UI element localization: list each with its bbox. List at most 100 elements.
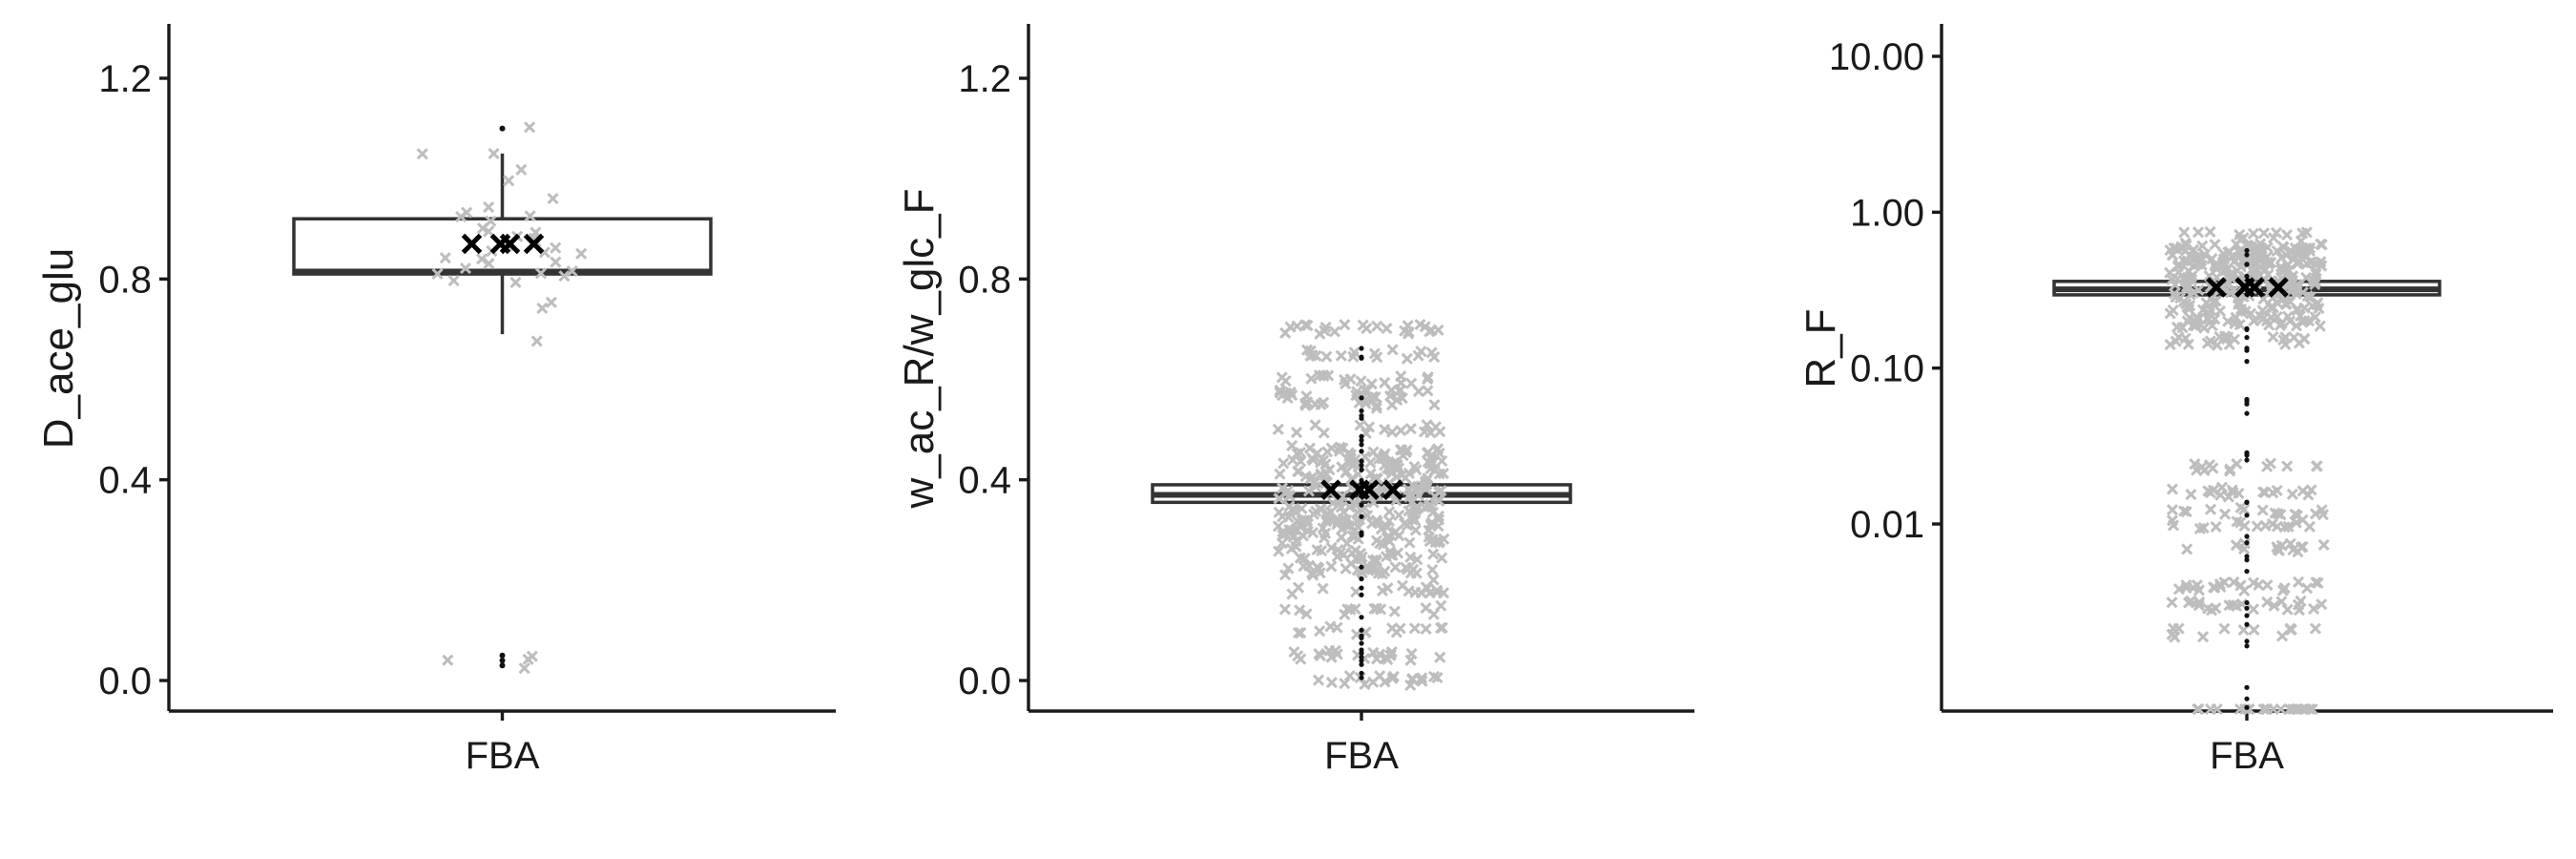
jitter-point <box>1338 506 1350 518</box>
jitter-point <box>1300 608 1313 620</box>
jitter-point <box>1314 625 1326 638</box>
jitter-point <box>2296 227 2309 240</box>
jitter-point <box>1383 506 1396 518</box>
jitter-point <box>1296 502 1308 515</box>
jitter-point <box>2293 576 2305 588</box>
jitter-point <box>416 148 428 160</box>
jitter-point <box>2185 489 2197 501</box>
jitter-point <box>475 253 488 265</box>
jitter-point <box>1357 319 1369 331</box>
jitter-point <box>547 193 559 205</box>
jitter-point <box>1387 670 1400 682</box>
mean-marker <box>461 233 483 255</box>
jitter-point <box>1306 471 1319 483</box>
jitter-point <box>1298 513 1311 527</box>
y-axis-title: R_F <box>1797 308 1844 388</box>
jitter-point <box>1403 491 1416 503</box>
x-tick-label: FBA <box>466 735 540 777</box>
jitter-point <box>2218 576 2231 589</box>
outlier-point <box>499 125 506 132</box>
outlier-point <box>1359 661 1364 667</box>
y-tick-label: 10.00 <box>1829 36 1924 78</box>
y-tick-label: 1.2 <box>958 58 1011 100</box>
jitter-point <box>1325 677 1338 689</box>
jitter-point <box>2269 507 2281 519</box>
jitter-point <box>1375 483 1388 495</box>
outlier-point <box>2244 457 2250 463</box>
jitter-point <box>530 335 543 347</box>
outlier-point <box>1359 633 1364 639</box>
jitter-point <box>1419 501 1431 513</box>
jitter-point <box>2212 261 2225 273</box>
jitter-point <box>2261 578 2274 592</box>
mean-marker <box>2244 277 2265 298</box>
jitter-point <box>2296 316 2309 328</box>
jitter-point <box>2185 595 2197 607</box>
jitter-point <box>1370 514 1382 527</box>
jitter-point <box>1339 319 1351 331</box>
jitter-points <box>2164 225 2330 716</box>
jitter-point <box>1279 375 1292 388</box>
outlier-point <box>2244 684 2250 690</box>
jitter-point <box>2201 312 2214 325</box>
y-tick-label: 0.10 <box>1850 348 1924 390</box>
jitter-point <box>2303 244 2316 257</box>
jitter-point <box>2290 288 2302 301</box>
jitter-point <box>1427 574 1440 586</box>
jitter-point <box>2238 584 2251 597</box>
jitter-point <box>558 270 571 283</box>
jitter-point <box>1395 424 1407 437</box>
jitter-point <box>2211 702 2223 716</box>
jitter-point <box>483 200 495 214</box>
outlier-point <box>2244 696 2250 702</box>
jitter-point <box>2231 515 2243 528</box>
jitter-point <box>2166 504 2178 516</box>
jitter-point <box>2177 295 2191 307</box>
jitter-point <box>2286 488 2298 500</box>
x-tick-label: FBA <box>2210 735 2284 777</box>
jitter-point <box>1277 526 1289 538</box>
jitter-point <box>2166 483 2179 495</box>
y-tick-label: 0.4 <box>958 460 1011 502</box>
jitter-point <box>1416 672 1428 684</box>
jitter-point <box>1386 344 1399 356</box>
outlier-point <box>1359 576 1364 582</box>
jitter-point <box>1432 520 1444 533</box>
jitter-point <box>1341 603 1354 616</box>
outlier-point <box>499 657 506 663</box>
jitter-point <box>1420 622 1432 636</box>
jitter-point <box>1317 522 1329 534</box>
jitter-point <box>2306 702 2318 716</box>
jitter-point <box>1407 512 1420 524</box>
outlier-point <box>1359 346 1364 351</box>
jitter-point <box>1424 452 1437 465</box>
jitter-point <box>1425 346 1438 359</box>
jitter-point <box>1347 350 1360 363</box>
jitter-point <box>1393 509 1405 521</box>
jitter-point <box>1278 603 1291 616</box>
y-tick-label: 0.4 <box>98 460 152 502</box>
outlier-point <box>1359 615 1364 620</box>
jitter-point <box>2237 232 2250 244</box>
jitter-point <box>2222 315 2234 327</box>
jitter-point <box>2189 458 2201 471</box>
jitter-point <box>1307 453 1319 466</box>
outlier-point <box>2244 605 2250 611</box>
jitter-point <box>1380 519 1392 532</box>
jitter-point <box>2180 506 2192 518</box>
jitter-point <box>1379 376 1391 388</box>
y-axis-title: D_ace_glu <box>35 248 82 449</box>
jitter-point <box>2267 702 2279 716</box>
jitter-point <box>2211 339 2223 351</box>
jitter-point <box>1286 503 1298 515</box>
jitter-point <box>1381 582 1394 595</box>
panel-3: 0.01 0.10 1.00 10.00 FBA R_F <box>1797 24 2553 777</box>
jitter-point <box>1409 503 1422 515</box>
jitter-point <box>2257 227 2270 240</box>
jitter-point <box>2175 241 2188 253</box>
outlier-point <box>1359 592 1364 597</box>
panel-2: 0.0 0.4 0.8 1.2 FBA w_ac_R/w_glc_F <box>896 24 1694 777</box>
outlier-point <box>1359 449 1364 454</box>
jitter-point <box>1305 372 1318 385</box>
jitter-point <box>1381 323 1393 335</box>
